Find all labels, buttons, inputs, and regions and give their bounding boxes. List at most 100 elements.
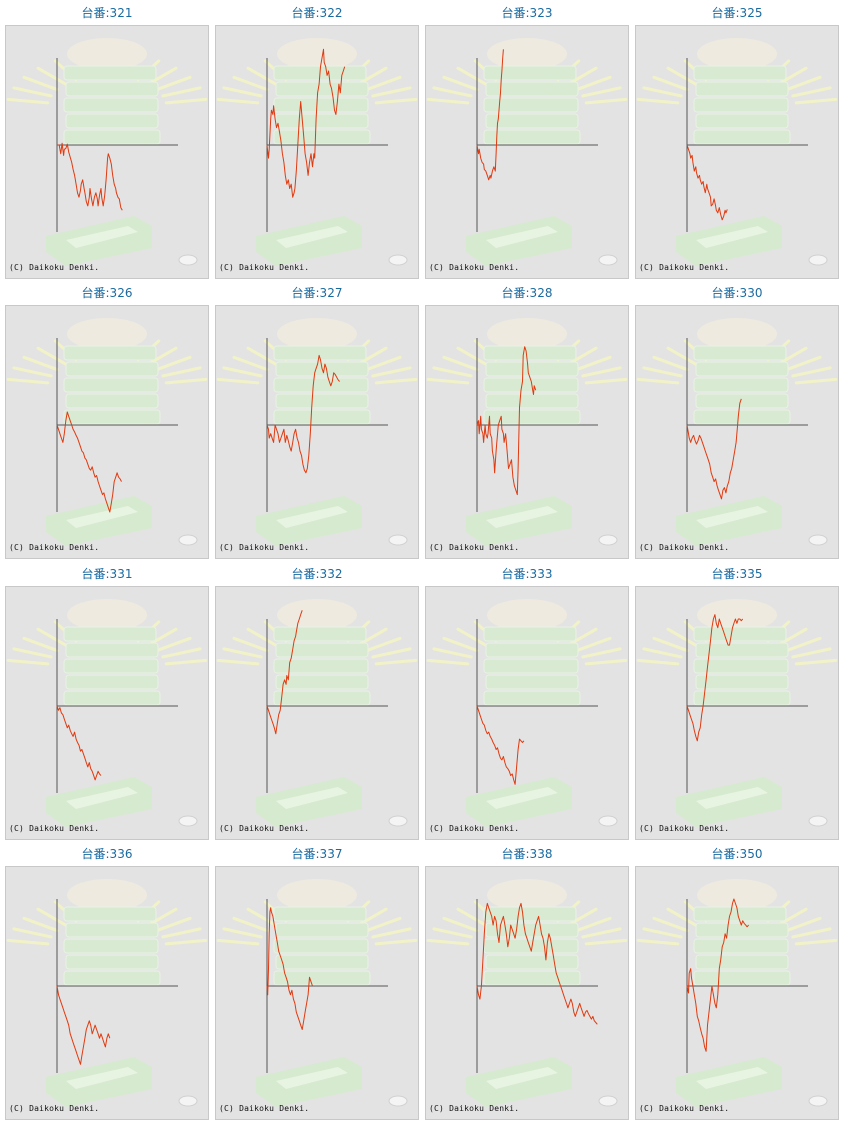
slump-graph[interactable]: (C) Daikoku Denki. [635,305,839,559]
machine-panel: 台番:327 (C) Daikoku Denki. [215,283,419,559]
machine-number-link[interactable]: 台番:337 [291,847,343,861]
balance-series-line [476,49,504,181]
balance-series-line [476,346,537,496]
copyright-notice: (C) Daikoku Denki. [9,824,100,833]
slump-graph[interactable]: (C) Daikoku Denki. [215,586,419,840]
slump-graph-svg [6,599,208,827]
machine-panel: 台番:335 (C) Daikoku Denki. [635,564,839,840]
slump-graph-svg [6,318,208,546]
machine-panel: 台番:321 (C) Daikoku Denki. [5,3,209,279]
copyright-notice: (C) Daikoku Denki. [639,543,730,552]
slump-graph-svg [636,318,838,546]
slump-graph[interactable]: (C) Daikoku Denki. [635,25,839,279]
balance-series-line [686,898,749,1052]
machine-number-link[interactable]: 台番:335 [711,567,763,581]
slump-graph-svg [216,879,418,1107]
machine-panel: 台番:350 (C) Daikoku Denki. [635,844,839,1120]
slump-graph[interactable]: (C) Daikoku Denki. [5,866,209,1120]
machine-number-link[interactable]: 台番:326 [81,286,133,300]
slump-graph[interactable]: (C) Daikoku Denki. [635,586,839,840]
slump-graph[interactable]: (C) Daikoku Denki. [5,305,209,559]
machine-number-link[interactable]: 台番:332 [291,567,343,581]
slump-graph-svg [426,38,628,266]
slump-graph-svg [216,38,418,266]
machine-illustration-watermark [6,599,208,827]
copyright-notice: (C) Daikoku Denki. [219,824,310,833]
machine-panel: 台番:328 (C) Daikoku Denki. [425,283,629,559]
balance-series-line [56,411,122,513]
copyright-notice: (C) Daikoku Denki. [219,1104,310,1113]
machine-illustration-watermark [6,879,208,1107]
balance-series-line [56,985,111,1065]
machine-number-link[interactable]: 台番:331 [81,567,133,581]
machine-panel: 台番:326 (C) Daikoku Denki. [5,283,209,559]
copyright-notice: (C) Daikoku Denki. [639,263,730,272]
machine-panel: 台番:322 (C) Daikoku Denki. [215,3,419,279]
machine-number-link[interactable]: 台番:350 [711,847,763,861]
machine-illustration-watermark [6,318,208,546]
slump-graph-svg [426,879,628,1107]
machine-number-link[interactable]: 台番:333 [501,567,553,581]
slump-graph-svg [636,38,838,266]
balance-series-line [266,48,346,198]
machine-illustration-watermark [216,599,418,827]
copyright-notice: (C) Daikoku Denki. [429,263,520,272]
slump-graph[interactable]: (C) Daikoku Denki. [5,586,209,840]
machine-illustration-watermark [216,318,418,546]
slump-graph-svg [426,599,628,827]
balance-series-line [266,610,303,735]
balance-series-line [686,614,744,742]
machine-illustration-watermark [636,599,838,827]
slump-graph[interactable]: (C) Daikoku Denki. [5,25,209,279]
copyright-notice: (C) Daikoku Denki. [429,824,520,833]
slump-graph[interactable]: (C) Daikoku Denki. [425,305,629,559]
balance-series-line [57,142,123,211]
machine-number-link[interactable]: 台番:322 [291,6,343,20]
copyright-notice: (C) Daikoku Denki. [219,543,310,552]
machine-panel: 台番:330 (C) Daikoku Denki. [635,283,839,559]
machine-panel: 台番:325 (C) Daikoku Denki. [635,3,839,279]
balance-series-line [686,398,742,500]
slump-graph-svg [6,879,208,1107]
machine-panel: 台番:323 (C) Daikoku Denki. [425,3,629,279]
slump-graph[interactable]: (C) Daikoku Denki. [425,586,629,840]
machine-number-link[interactable]: 台番:328 [501,286,553,300]
machine-illustration-watermark [636,318,838,546]
machine-panel: 台番:333 (C) Daikoku Denki. [425,564,629,840]
slump-graph[interactable]: (C) Daikoku Denki. [425,25,629,279]
slump-graph-svg [426,318,628,546]
machine-illustration-watermark [426,599,628,827]
machine-illustration-watermark [426,879,628,1107]
slump-graph[interactable]: (C) Daikoku Denki. [425,866,629,1120]
balance-series-line [266,907,313,1030]
copyright-notice: (C) Daikoku Denki. [639,1104,730,1113]
machine-illustration-watermark [636,879,838,1107]
slump-graph[interactable]: (C) Daikoku Denki. [215,305,419,559]
machine-panel: 台番:332 (C) Daikoku Denki. [215,564,419,840]
slump-graph[interactable]: (C) Daikoku Denki. [215,866,419,1120]
machine-illustration-watermark [6,38,208,266]
copyright-notice: (C) Daikoku Denki. [429,1104,520,1113]
copyright-notice: (C) Daikoku Denki. [639,824,730,833]
machine-number-link[interactable]: 台番:321 [81,6,133,20]
machine-illustration-watermark [426,38,628,266]
machine-number-link[interactable]: 台番:330 [711,286,763,300]
machine-number-link[interactable]: 台番:323 [501,6,553,20]
machine-number-link[interactable]: 台番:325 [711,6,763,20]
balance-series-line [476,902,598,1025]
machine-number-link[interactable]: 台番:327 [291,286,343,300]
balance-series-line [266,354,340,474]
machine-panel: 台番:337 (C) Daikoku Denki. [215,844,419,1120]
balance-series-line [686,144,728,221]
machine-number-link[interactable]: 台番:338 [501,847,553,861]
machine-illustration-watermark [216,38,418,266]
balance-series-line [56,705,102,781]
slump-graph[interactable]: (C) Daikoku Denki. [635,866,839,1120]
machine-panel: 台番:331 (C) Daikoku Denki. [5,564,209,840]
copyright-notice: (C) Daikoku Denki. [9,1104,100,1113]
machine-illustration-watermark [636,38,838,266]
slump-graph[interactable]: (C) Daikoku Denki. [215,25,419,279]
machine-number-link[interactable]: 台番:336 [81,847,133,861]
copyright-notice: (C) Daikoku Denki. [9,543,100,552]
machine-illustration-watermark [426,318,628,546]
